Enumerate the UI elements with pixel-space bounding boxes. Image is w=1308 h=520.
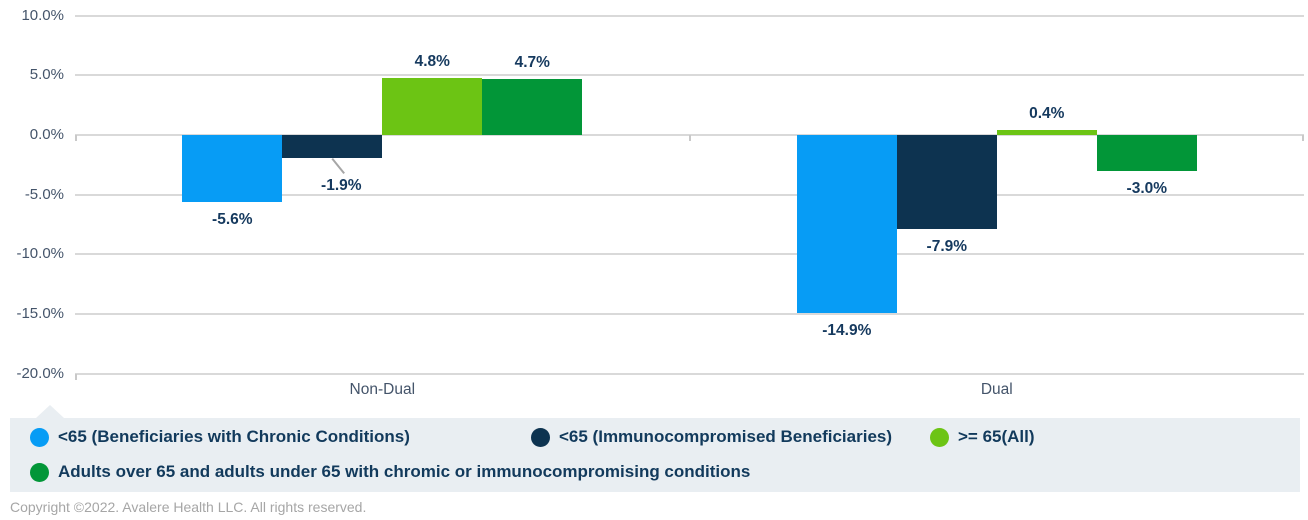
bar-dual-series0 (796, 135, 897, 313)
legend-item-0: <65 (Beneficiaries with Chronic Conditio… (30, 427, 410, 447)
bar-data-label: -7.9% (926, 238, 968, 256)
legend-item-1: <65 (Immunocompromised Beneficiaries) (531, 427, 892, 447)
gridline--10.0% (75, 253, 1304, 256)
bar-dual-series2 (996, 130, 1097, 135)
legend-color-dot (531, 427, 550, 447)
axis-tickmark (1302, 135, 1304, 141)
bar-non-dual-series3 (482, 78, 583, 135)
category-label-non-dual: Non-Dual (349, 381, 416, 398)
callout-line (331, 158, 345, 175)
axis-tickmark (75, 135, 77, 141)
y-axis-tick-label: -15.0% (16, 305, 64, 322)
gridline-10.0% (75, 14, 1304, 17)
bar-dual-series3 (1096, 135, 1197, 171)
category-label-dual: Dual (980, 381, 1013, 398)
legend-item-2: >= 65(All) (930, 427, 1035, 447)
bar-non-dual-series0 (182, 135, 283, 202)
y-axis-tick-label: -5.0% (24, 185, 64, 203)
bar-data-label: 4.7% (514, 53, 550, 71)
bar-non-dual-series1 (282, 135, 383, 158)
gridline--15.0% (75, 313, 1304, 315)
y-axis-tick-label: 0.0% (29, 126, 64, 143)
gridline--20.0% (75, 372, 1304, 375)
bar-data-label: -3.0% (1126, 179, 1168, 197)
legend-color-dot (30, 462, 49, 482)
bar-data-label: -14.9% (822, 321, 872, 339)
legend-pointer-notch (36, 405, 64, 418)
legend-item-label: <65 (Immunocompromised Beneficiaries) (559, 427, 893, 446)
legend-item-label: Adults over 65 and adults under 65 with … (58, 462, 751, 481)
gridline--5.0% (75, 193, 1304, 196)
legend-item-label: >= 65(All) (958, 427, 1035, 446)
bar-non-dual-series2 (382, 77, 483, 135)
bar-data-label: 4.8% (414, 52, 450, 70)
gridline-5.0% (75, 74, 1304, 77)
copyright-text: Copyright ©2022. Avalere Health LLC. All… (10, 499, 367, 515)
legend-color-dot (30, 427, 49, 447)
axis-tickmark (75, 373, 77, 380)
axis-tickmark (688, 135, 691, 141)
bar-data-label: -1.9% (321, 176, 362, 194)
y-axis-tick-label: 10.0% (21, 6, 64, 24)
chart-legend: <65 (Beneficiaries with Chronic Conditio… (10, 405, 1300, 492)
bar-data-label: 0.4% (1029, 105, 1065, 123)
legend-item-label: <65 (Beneficiaries with Chronic Conditio… (58, 427, 410, 446)
bar-dual-series1 (896, 135, 997, 230)
y-axis-tick-label: -10.0% (16, 245, 64, 263)
bar-data-label: -5.6% (212, 210, 253, 228)
y-axis-tick-label: 5.0% (29, 66, 64, 84)
legend-item-3: Adults over 65 and adults under 65 with … (30, 462, 750, 482)
y-axis-tick-label: -20.0% (16, 364, 64, 382)
legend-color-dot (930, 427, 949, 447)
